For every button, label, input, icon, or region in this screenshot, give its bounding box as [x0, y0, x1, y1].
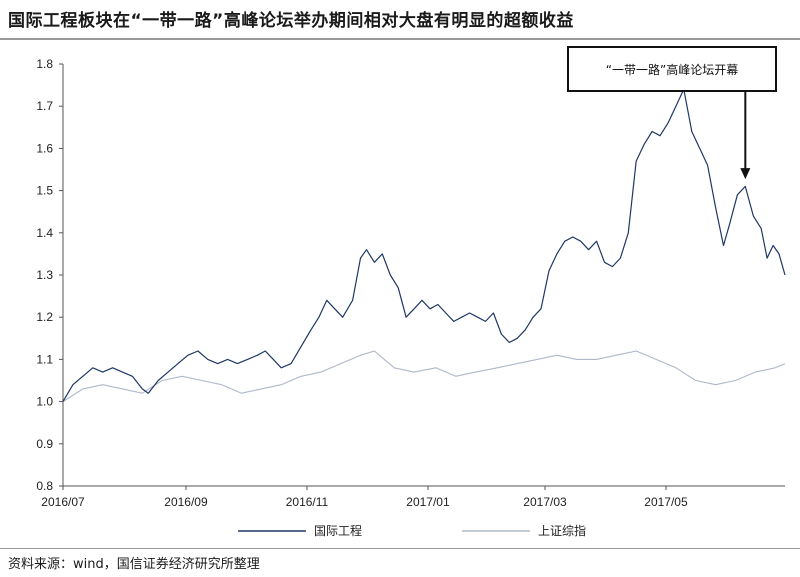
chart-title: 国际工程板块在“一带一路”高峰论坛举办期间相对大盘有明显的超额收益 [8, 11, 574, 31]
y-tick-label: 0.9 [36, 437, 53, 451]
legend-label-1: 上证综指 [538, 523, 586, 538]
y-tick-label: 1.6 [36, 141, 53, 155]
y-tick-label: 1.5 [36, 184, 53, 198]
legend-label-0: 国际工程 [314, 523, 362, 538]
series-line-sse-composite [62, 350, 786, 403]
y-tick-label: 0.8 [36, 479, 53, 493]
y-tick-label: 1.1 [36, 352, 53, 366]
source-divider [0, 548, 800, 549]
x-tick-label: 2016/09 [164, 495, 208, 509]
y-tick-label: 1.3 [36, 268, 53, 282]
source-note: 资料来源：wind，国信证券经济研究所整理 [8, 557, 260, 572]
x-tick-label: 2017/03 [523, 495, 567, 509]
y-tick-label: 1.0 [36, 395, 53, 409]
annotation-box [567, 46, 777, 92]
y-tick-label: 1.8 [36, 57, 53, 71]
x-tick-label: 2017/01 [406, 495, 450, 509]
annotation-text: “一带一路”高峰论坛开幕 [606, 62, 738, 77]
y-tick-label: 1.7 [36, 99, 53, 113]
annotation-arrow-head [740, 168, 751, 180]
x-tick-label: 2016/11 [286, 495, 329, 509]
x-tick-label: 2017/05 [644, 495, 688, 509]
y-tick-label: 1.4 [36, 226, 53, 240]
series-line-intl-engineering [62, 88, 786, 402]
x-tick-label: 2016/07 [41, 495, 85, 509]
y-tick-label: 1.2 [36, 310, 53, 324]
title-divider [0, 38, 800, 40]
